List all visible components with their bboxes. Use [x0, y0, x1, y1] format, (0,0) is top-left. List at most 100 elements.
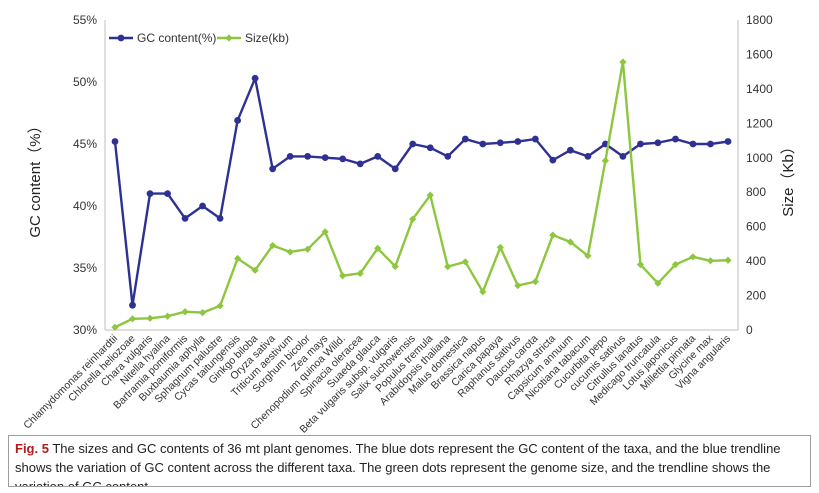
- size-point: [479, 288, 487, 296]
- legend-marker: [225, 34, 233, 42]
- plot-area: 30% 35% 40% 45% 50% 55% 0 200 400 600 800 1000 1200 1…: [21, 13, 773, 436]
- size-point: [304, 245, 312, 253]
- y2-tick-label: 600: [746, 220, 766, 234]
- gc-content-point: [584, 153, 592, 160]
- gc-content-point: [181, 215, 189, 222]
- y-tick-label: 40%: [73, 199, 97, 213]
- y2-tick-label: 800: [746, 185, 766, 199]
- gc-content-point: [286, 153, 294, 160]
- y-tick-label: 30%: [73, 323, 97, 337]
- size-point: [356, 269, 364, 277]
- gc-content-point: [531, 135, 539, 143]
- y-tick-label: 55%: [73, 13, 97, 27]
- y2-axis-label: Size（Kb）: [780, 139, 797, 217]
- y-tick-label: 35%: [73, 261, 97, 275]
- size-point: [426, 191, 434, 199]
- size-point: [496, 243, 504, 251]
- size-point: [671, 260, 680, 269]
- size-point: [584, 252, 592, 260]
- size-point: [461, 258, 469, 266]
- size-point: [269, 241, 277, 250]
- gc-content-point: [251, 74, 259, 82]
- size-point: [566, 238, 574, 246]
- size-point: [111, 323, 119, 331]
- legend-marker: [117, 34, 125, 42]
- caption-text: The sizes and GC contents of 36 mt plant…: [15, 441, 781, 487]
- gc-content-point: [479, 140, 487, 148]
- gc-content-point: [654, 139, 662, 147]
- gc-content-point: [672, 135, 679, 143]
- y-tick-label: 45%: [73, 137, 97, 151]
- y2-tick-label: 1600: [746, 47, 773, 61]
- gc-content-point: [637, 140, 644, 148]
- gc-content-point: [356, 160, 364, 168]
- gc-content-point: [129, 301, 136, 309]
- size-point: [444, 263, 452, 271]
- y2-tick-label: 1400: [746, 82, 773, 96]
- y-tick-label: 50%: [73, 75, 97, 89]
- gc-content-point: [426, 144, 434, 152]
- gc-content-point: [707, 140, 714, 148]
- gc-content-point: [234, 117, 242, 124]
- gc-content-point: [566, 146, 574, 154]
- y2-tick-label: 0: [746, 323, 753, 337]
- size-point: [128, 315, 137, 323]
- gc-content-point: [724, 138, 732, 145]
- size-point: [409, 215, 417, 223]
- size-point: [514, 281, 522, 290]
- gc-content-point: [374, 153, 382, 160]
- size-point: [601, 157, 609, 165]
- size-point: [339, 272, 347, 280]
- gc-content-point: [216, 215, 224, 222]
- size-point: [181, 308, 189, 316]
- y-axis-label: GC content（%）: [27, 118, 44, 237]
- size-point: [374, 244, 382, 252]
- gc-content-point: [514, 138, 522, 145]
- series-line-size: [114, 60, 729, 329]
- gc-content-point: [444, 153, 452, 160]
- gc-content-point: [269, 165, 277, 173]
- size-point: [146, 314, 154, 322]
- y2-tick-label: 1800: [746, 13, 773, 27]
- gc-content-point: [164, 190, 171, 198]
- size-point: [689, 253, 697, 261]
- gc-content-point: [619, 153, 627, 160]
- gc-content-point: [409, 140, 417, 148]
- legend-label: GC content(%): [137, 31, 216, 45]
- size-point: [549, 231, 557, 239]
- size-point: [391, 262, 399, 271]
- size-point: [619, 58, 627, 66]
- size-point: [706, 257, 715, 265]
- figure-caption: Fig. 5 The sizes and GC contents of 36 m…: [8, 435, 811, 487]
- gc-content-point: [496, 139, 504, 147]
- y2-tick-label: 1200: [746, 116, 773, 130]
- gc-content-point: [146, 190, 154, 198]
- size-point: [163, 312, 172, 320]
- gc-content-point: [461, 135, 469, 143]
- gc-content-point: [199, 202, 206, 210]
- series-line-gc-content: [113, 77, 729, 307]
- gc-content-point: [111, 138, 119, 145]
- size-point: [321, 228, 329, 236]
- size-point: [234, 254, 242, 263]
- caption-label: Fig. 5: [15, 441, 49, 456]
- y2-tick-label: 400: [746, 254, 766, 268]
- size-point: [531, 278, 539, 286]
- y2-tick-label: 1000: [746, 151, 773, 165]
- gc-content-point: [549, 156, 557, 164]
- gc-content-point: [304, 153, 312, 160]
- size-point: [654, 279, 662, 287]
- size-point: [286, 248, 294, 256]
- size-point: [216, 302, 224, 310]
- legend-label: Size(kb): [245, 31, 289, 45]
- size-point: [198, 309, 207, 317]
- size-point: [636, 260, 645, 269]
- gc-content-point: [391, 165, 399, 173]
- gc-content-point: [689, 140, 697, 148]
- y2-tick-label: 200: [746, 289, 766, 303]
- size-point: [251, 266, 259, 274]
- gc-content-point: [321, 154, 329, 162]
- gc-content-point: [339, 155, 347, 163]
- size-point: [724, 256, 732, 264]
